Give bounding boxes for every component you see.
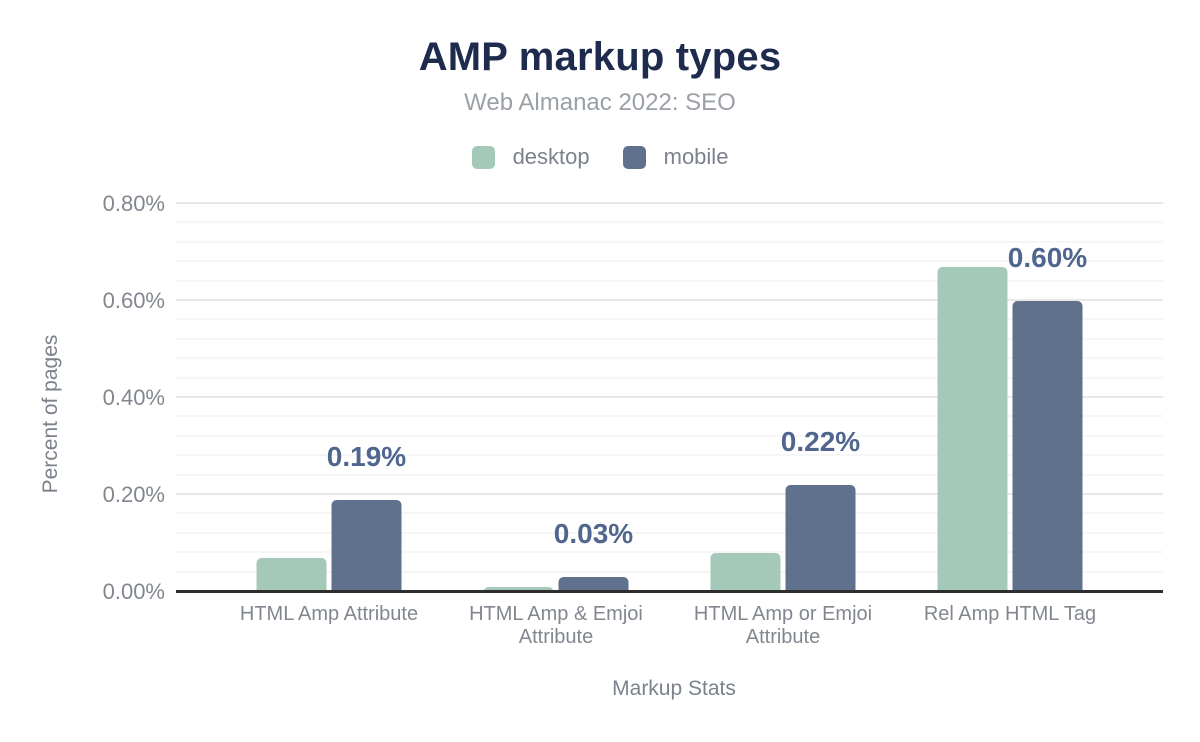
gridline-minor xyxy=(176,454,1163,457)
chart-title: AMP markup types xyxy=(418,35,782,79)
gridline-minor xyxy=(176,357,1163,360)
gridline-minor xyxy=(176,415,1163,418)
y-tick-label: 0.80% xyxy=(102,191,165,216)
bar-group: 0.19% xyxy=(256,204,406,592)
bar-group: 0.03% xyxy=(483,204,633,592)
x-axis-line xyxy=(176,590,1163,593)
x-tick-label: HTML Amp or Emjoi Attribute xyxy=(693,603,873,648)
gridline-minor xyxy=(176,260,1163,263)
x-axis-ticks: HTML Amp Attribute HTML Amp & Emjoi Attri… xyxy=(176,603,1163,663)
gridline-major xyxy=(176,493,1163,495)
gridline-minor xyxy=(176,551,1163,554)
bar-value-label: 0.22% xyxy=(780,426,861,458)
gridline-minor xyxy=(176,221,1163,224)
x-tick-label: HTML Amp Attribute xyxy=(239,603,419,625)
gridline-minor xyxy=(176,434,1163,437)
y-tick-label: 0.00% xyxy=(102,579,165,604)
bar-group: 0.60% xyxy=(937,204,1087,592)
gridline-minor xyxy=(176,279,1163,282)
plot-area: 0.19% 0.03% 0.22% 0.60% xyxy=(176,202,1163,592)
legend-swatch-desktop xyxy=(471,145,495,169)
gridline-major xyxy=(176,202,1163,204)
bar-mobile-2[interactable] xyxy=(558,577,629,592)
bar-mobile-4[interactable] xyxy=(1012,301,1083,592)
legend: desktop mobile xyxy=(0,144,1200,170)
legend-label-desktop: desktop xyxy=(512,144,590,169)
bar-group: 0.22% xyxy=(710,204,860,592)
gridline-minor xyxy=(176,512,1163,515)
bar-value-label: 0.60% xyxy=(1007,242,1088,273)
gridline-major xyxy=(176,396,1163,398)
legend-item-desktop: desktop xyxy=(471,144,590,170)
gridline-minor xyxy=(176,376,1163,379)
bar-desktop-1[interactable] xyxy=(256,558,327,592)
bar-mobile-3[interactable] xyxy=(785,485,856,592)
bar-mobile-1[interactable] xyxy=(331,499,402,592)
bar-value-label: 0.19% xyxy=(326,440,407,472)
bar-desktop-2[interactable] xyxy=(483,587,554,592)
gridline-minor xyxy=(176,318,1163,321)
y-axis-ticks: 0.00% 0.20% 0.40% 0.60% 0.80% xyxy=(0,193,165,603)
y-tick-label: 0.40% xyxy=(102,385,165,410)
legend-item-mobile: mobile xyxy=(622,144,729,170)
chart-subtitle: Web Almanac 2022: SEO xyxy=(464,89,736,116)
gridline-major xyxy=(176,299,1163,301)
x-tick-label: Rel Amp HTML Tag xyxy=(923,603,1097,625)
x-axis-title: Markup Stats xyxy=(612,677,736,700)
y-tick-label: 0.20% xyxy=(102,482,165,507)
x-tick-label: HTML Amp & Emjoi Attribute xyxy=(469,603,643,648)
y-tick-label: 0.60% xyxy=(102,288,165,313)
gridline-minor xyxy=(176,473,1163,476)
bar-desktop-3[interactable] xyxy=(710,553,781,592)
gridline-minor xyxy=(176,531,1163,534)
gridline-minor xyxy=(176,337,1163,340)
gridline-minor xyxy=(176,240,1163,243)
gridline-minor xyxy=(176,570,1163,573)
bar-desktop-4[interactable] xyxy=(937,267,1008,592)
legend-label-mobile: mobile xyxy=(663,144,729,169)
legend-swatch-mobile xyxy=(622,145,646,169)
bar-value-label: 0.03% xyxy=(553,518,634,550)
